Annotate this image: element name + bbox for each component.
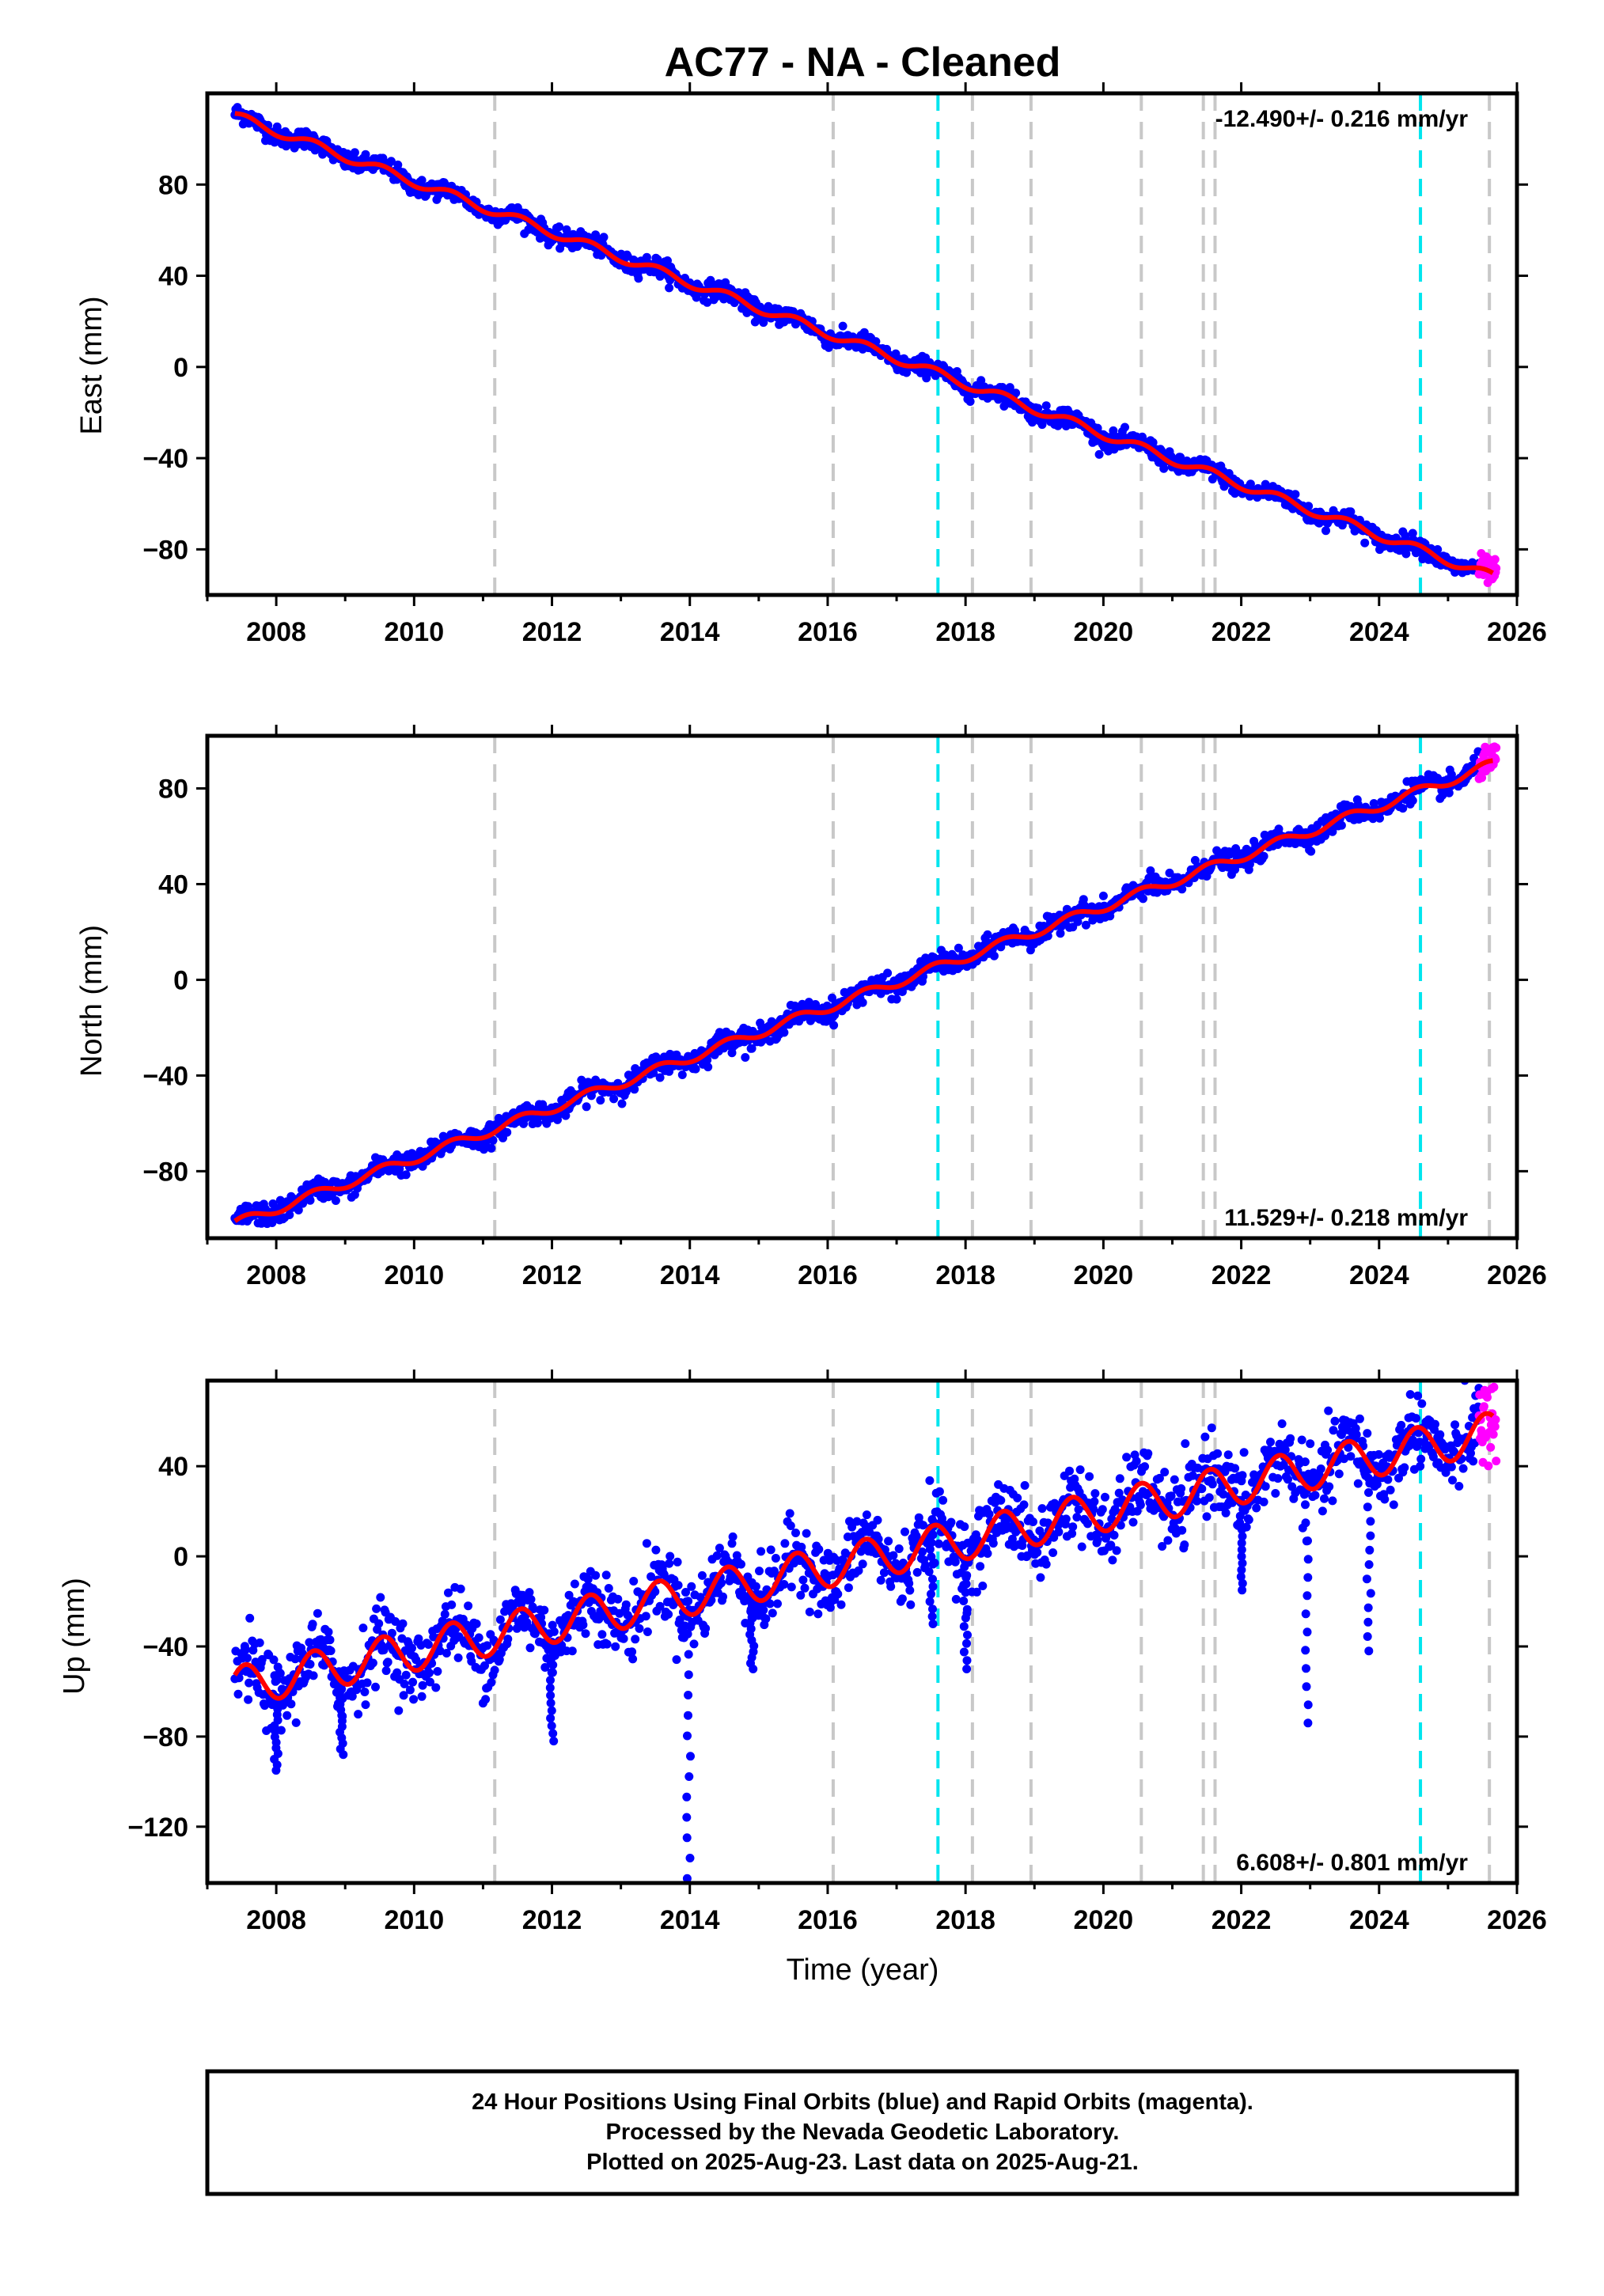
east-ytick-label-4: −80 bbox=[142, 535, 188, 565]
chart-title: AC77 - NA - Cleaned bbox=[665, 40, 1061, 85]
up-final-orbit-points bbox=[230, 1381, 1484, 1883]
up-ytick-label-4: −120 bbox=[127, 1813, 188, 1843]
east-xtick-label-1: 2010 bbox=[384, 617, 444, 647]
east-xtick-label-0: 2008 bbox=[246, 617, 306, 647]
north-xtick-label-1: 2010 bbox=[384, 1260, 444, 1290]
north-ytick-label-4: −80 bbox=[142, 1157, 188, 1187]
north-plot-area: 80 40 0 −40 −80 2008 2010 2012 2014 2016 2018 2020 2… bbox=[142, 725, 1547, 1290]
east-xtick-label-2: 2012 bbox=[522, 617, 582, 647]
north-xtick-label-9: 2026 bbox=[1487, 1260, 1547, 1290]
north-ylabel: North (mm) bbox=[75, 925, 108, 1077]
east-xtick-label-3: 2014 bbox=[660, 617, 720, 647]
north-xtick-label-3: 2014 bbox=[660, 1260, 720, 1290]
footer-box: 24 Hour Positions Using Final Orbits (bl… bbox=[205, 2069, 1519, 2196]
north-frame bbox=[205, 733, 1519, 1241]
north-xtick-label-7: 2022 bbox=[1212, 1260, 1272, 1290]
east-ytick-label-1: 40 bbox=[158, 262, 188, 292]
east-xtick-label-6: 2020 bbox=[1074, 617, 1134, 647]
footer-line-2: Processed by the Nevada Geodetic Laborat… bbox=[606, 2120, 1120, 2145]
east-plot-content bbox=[230, 93, 1501, 595]
east-frame bbox=[205, 91, 1519, 597]
east-ytick-label-2: 0 bbox=[173, 353, 188, 383]
north-xtick-label-5: 2018 bbox=[935, 1260, 995, 1290]
up-xtick-label-8: 2024 bbox=[1349, 1905, 1409, 1935]
footer-line-3: Plotted on 2025-Aug-23. Last data on 202… bbox=[586, 2150, 1139, 2175]
up-ytick-label-2: −40 bbox=[142, 1632, 188, 1662]
up-plot-area: 40 0 −40 −80 −120 2008 2010 2012 2014 2016 2018 202… bbox=[127, 1370, 1547, 1935]
east-xtick-label-9: 2026 bbox=[1487, 617, 1547, 647]
panel-north: 80 40 0 −40 −80 2008 2010 2012 2014 2016 2018 2020 2… bbox=[75, 725, 1547, 1290]
north-rate-label: 11.529+/- 0.218 mm/yr bbox=[1224, 1205, 1468, 1231]
up-xtick-label-5: 2018 bbox=[935, 1905, 995, 1935]
north-xtick-label-0: 2008 bbox=[246, 1260, 306, 1290]
east-ytick-label-3: −40 bbox=[142, 444, 188, 474]
north-ytick-label-1: 40 bbox=[158, 870, 188, 900]
north-xtick-label-4: 2016 bbox=[798, 1260, 858, 1290]
up-ylabel: Up (mm) bbox=[58, 1578, 91, 1695]
east-plot-area: 80 40 0 −40 −80 2008 2010 2012 2014 2016 2018 2020 2… bbox=[142, 82, 1547, 647]
north-ytick-label-0: 80 bbox=[158, 775, 188, 805]
up-xtick-label-6: 2020 bbox=[1074, 1905, 1134, 1935]
up-rate-label: 6.608+/- 0.801 mm/yr bbox=[1236, 1850, 1468, 1876]
east-xtick-label-5: 2018 bbox=[935, 617, 995, 647]
panel-east: 80 40 0 −40 −80 2008 2010 2012 2014 2016 2018 2020 2… bbox=[75, 82, 1547, 647]
up-xtick-label-4: 2016 bbox=[798, 1905, 858, 1935]
up-frame bbox=[205, 1378, 1519, 1885]
footer-line-1: 24 Hour Positions Using Final Orbits (bl… bbox=[472, 2090, 1253, 2115]
up-model-curve bbox=[233, 1411, 1495, 1701]
up-rapid-orbit-points bbox=[1474, 1382, 1501, 1471]
north-xtick-label-8: 2024 bbox=[1349, 1260, 1409, 1290]
up-xtick-label-1: 2010 bbox=[384, 1905, 444, 1935]
up-xtick-label-2: 2012 bbox=[522, 1905, 582, 1935]
east-xtick-label-8: 2024 bbox=[1349, 617, 1409, 647]
east-xtick-label-7: 2022 bbox=[1212, 617, 1272, 647]
up-ytick-label-3: −80 bbox=[142, 1722, 188, 1752]
east-rate-label: -12.490+/- 0.216 mm/yr bbox=[1215, 106, 1469, 132]
north-model-curve bbox=[233, 758, 1493, 1223]
x-axis-label: Time (year) bbox=[787, 1953, 939, 1987]
east-ylabel: East (mm) bbox=[75, 296, 108, 434]
east-xtick-label-4: 2016 bbox=[798, 617, 858, 647]
east-model-curve bbox=[234, 111, 1494, 575]
north-ytick-label-2: 0 bbox=[173, 965, 188, 995]
panel-up: 40 0 −40 −80 −120 2008 2010 2012 2014 2016 2018 202… bbox=[58, 1370, 1547, 1987]
north-plot-content bbox=[230, 736, 1501, 1238]
up-xtick-label-9: 2026 bbox=[1487, 1905, 1547, 1935]
up-xtick-label-0: 2008 bbox=[246, 1905, 306, 1935]
north-xtick-label-6: 2020 bbox=[1074, 1260, 1134, 1290]
north-final-orbit-points bbox=[230, 747, 1484, 1229]
north-ytick-label-3: −40 bbox=[142, 1061, 188, 1091]
up-plot-content bbox=[230, 1381, 1501, 1883]
up-xtick-label-3: 2014 bbox=[660, 1905, 720, 1935]
up-ytick-label-1: 0 bbox=[173, 1542, 188, 1572]
north-xtick-label-2: 2012 bbox=[522, 1260, 582, 1290]
east-ytick-label-0: 80 bbox=[158, 170, 188, 200]
up-xtick-label-7: 2022 bbox=[1212, 1905, 1272, 1935]
up-ytick-label-0: 40 bbox=[158, 1452, 188, 1482]
